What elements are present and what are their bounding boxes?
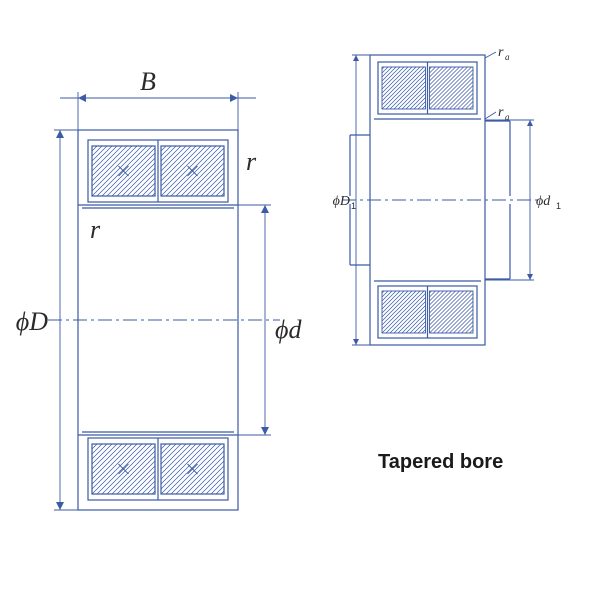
- label-phiD: ϕD: [16, 307, 48, 336]
- label-phid1: ϕd 1: [536, 194, 561, 211]
- svg-text:a: a: [505, 52, 510, 62]
- svg-text:a: a: [505, 112, 510, 122]
- svg-text:ϕd: ϕd: [536, 194, 551, 209]
- label-r-top: r: [246, 147, 257, 176]
- label-r-left: r: [90, 215, 101, 244]
- svg-text:r: r: [498, 105, 504, 120]
- label-rb: ra: [498, 105, 510, 122]
- tapered-bore-section: ϕD1ϕd1rara: [298, 45, 596, 345]
- label-phid: ϕd: [275, 315, 302, 344]
- svg-text:ϕD: ϕD: [333, 194, 350, 209]
- main-cross-section: r r BϕD ϕd: [0, 67, 371, 510]
- label-ra: ra: [498, 45, 510, 62]
- label-B: B: [140, 67, 156, 96]
- caption-tapered-bore: Tapered bore: [378, 451, 503, 473]
- svg-text:r: r: [498, 45, 504, 60]
- svg-text:1: 1: [556, 201, 561, 211]
- svg-text:1: 1: [351, 201, 356, 211]
- label-phiD1: ϕD1: [333, 194, 356, 211]
